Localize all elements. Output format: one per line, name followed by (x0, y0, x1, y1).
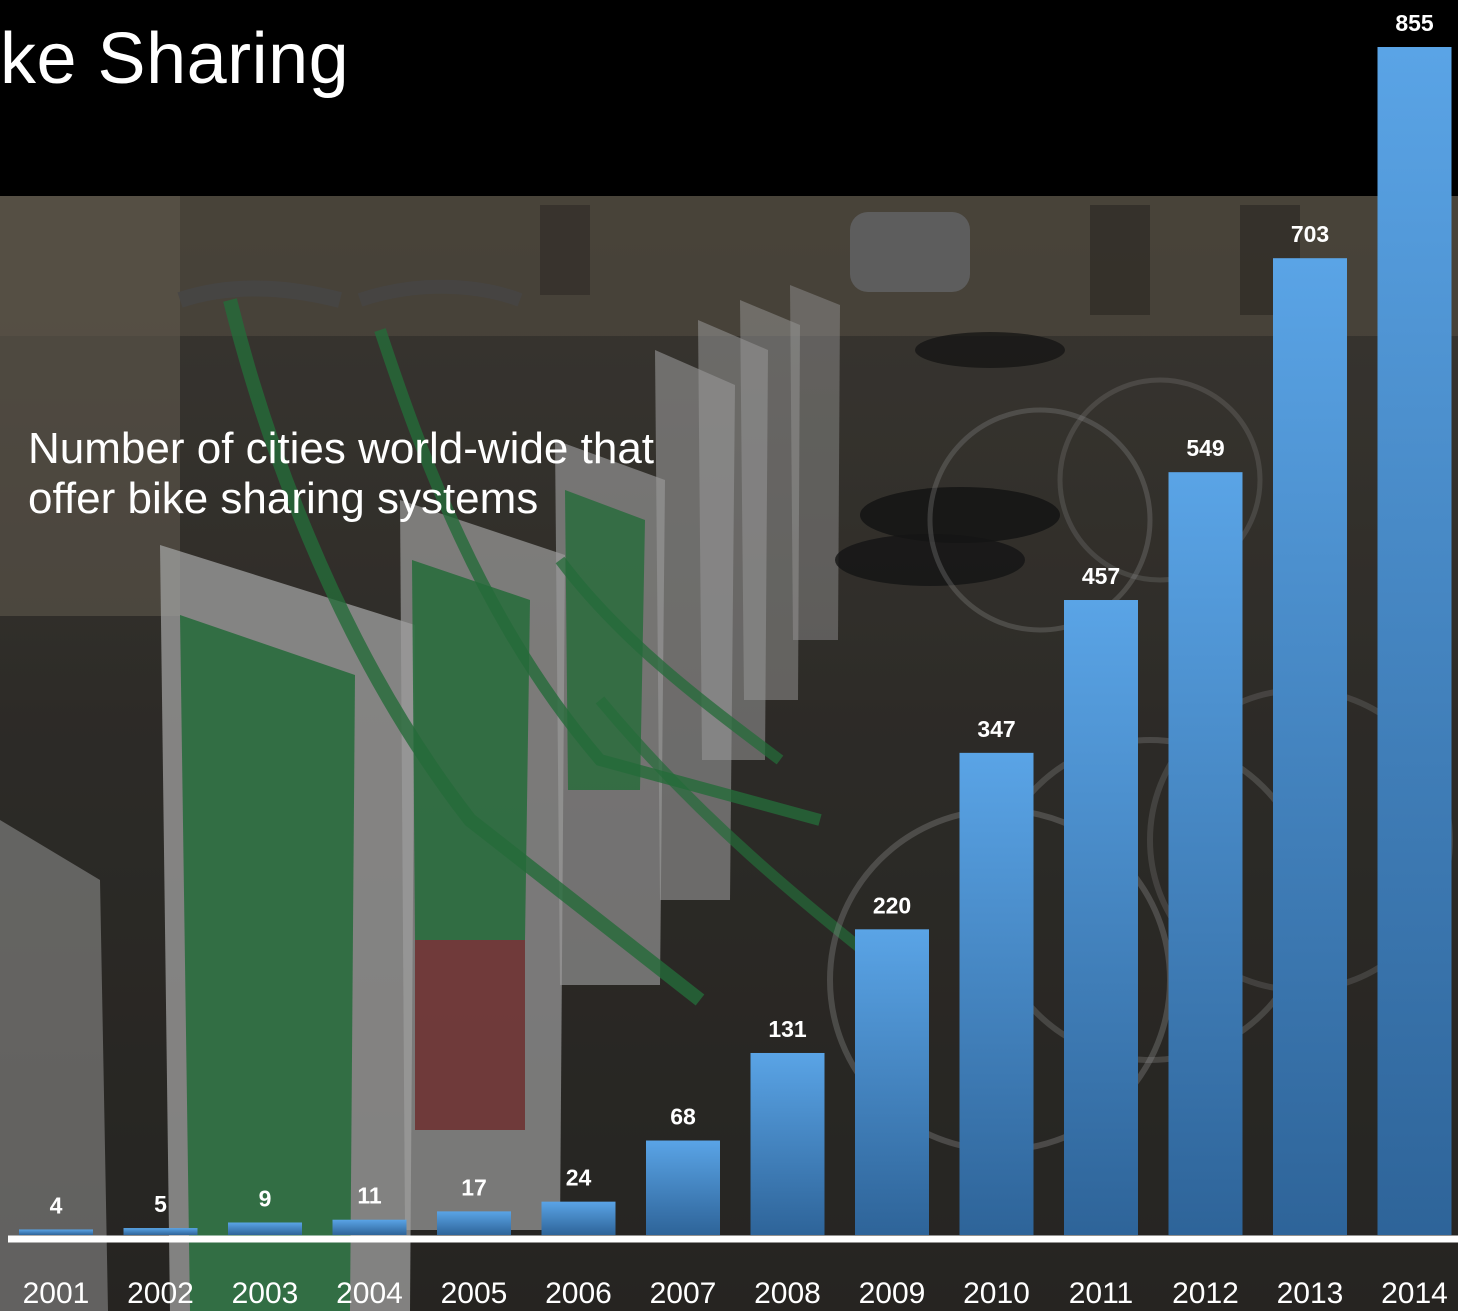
value-labels: 4 5 9 11 17 24 68 131 220 347 457 549 703 855 (50, 10, 1434, 1218)
value-label-2011: 457 (1082, 563, 1120, 589)
value-label-2003: 9 (259, 1185, 272, 1211)
value-label-2006: 24 (566, 1165, 592, 1191)
tick-label-2012: 2012 (1172, 1277, 1239, 1310)
bar-2004 (332, 1219, 407, 1235)
value-label-2005: 17 (461, 1174, 487, 1200)
tick-label-2003: 2003 (232, 1277, 299, 1310)
bar-2008 (750, 1052, 825, 1235)
value-label-2002: 5 (154, 1191, 167, 1217)
chart-subtitle: Number of cities world-wide that offer b… (28, 424, 655, 523)
tick-label-2005: 2005 (441, 1277, 508, 1310)
bar-2009 (855, 929, 929, 1235)
bar-2003 (228, 1222, 302, 1235)
tick-label-2002: 2002 (127, 1277, 194, 1310)
bar-2005 (437, 1211, 511, 1235)
bar-2001 (19, 1229, 93, 1235)
tick-label-2010: 2010 (963, 1277, 1030, 1310)
value-label-2008: 131 (768, 1016, 807, 1042)
bar-2011 (1064, 600, 1138, 1235)
tick-label-2007: 2007 (650, 1277, 717, 1310)
x-tick-labels: 2001 2002 2003 2004 2005 2006 2007 2008 2009 2010… (23, 1277, 1448, 1310)
value-label-2004: 11 (357, 1183, 382, 1209)
value-label-2001: 4 (50, 1192, 63, 1218)
tick-label-2008: 2008 (754, 1277, 821, 1310)
bar-series (19, 47, 1452, 1235)
bar-2012 (1168, 472, 1243, 1235)
value-label-2009: 220 (873, 892, 911, 918)
value-label-2010: 347 (977, 716, 1015, 742)
bar-2014 (1377, 47, 1452, 1235)
bar-2006 (541, 1201, 616, 1235)
value-label-2014: 855 (1395, 10, 1434, 36)
tick-label-2009: 2009 (859, 1277, 926, 1310)
bar-2010 (959, 752, 1034, 1235)
tick-label-2013: 2013 (1277, 1277, 1344, 1310)
tick-label-2004: 2004 (336, 1277, 403, 1310)
value-label-2007: 68 (670, 1104, 696, 1130)
tick-label-2014: 2014 (1381, 1277, 1448, 1310)
slide-title: ke Sharing (0, 19, 350, 99)
tick-label-2006: 2006 (545, 1277, 612, 1310)
value-label-2012: 549 (1186, 435, 1224, 461)
value-label-2013: 703 (1291, 221, 1329, 247)
bar-2002 (123, 1228, 198, 1235)
bar-2007 (646, 1140, 720, 1235)
tick-label-2011: 2011 (1069, 1277, 1134, 1310)
tick-label-2001: 2001 (23, 1277, 90, 1310)
bar-2013 (1273, 258, 1347, 1235)
